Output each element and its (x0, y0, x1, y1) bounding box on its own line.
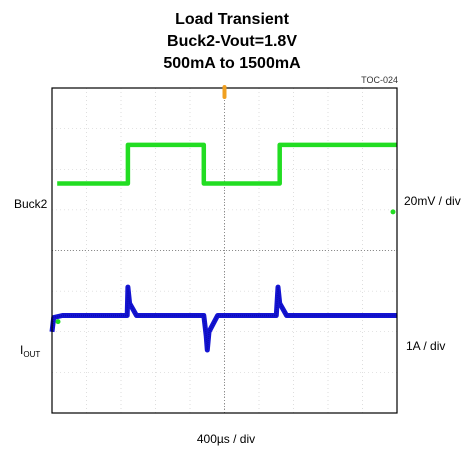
trigger-marker-icon (222, 85, 227, 99)
chart-title-line-3: 500mA to 1500mA (163, 55, 301, 72)
channel-marker-dot (390, 209, 396, 215)
chart-title-line-2: Buck2-Vout=1.8V (167, 33, 297, 50)
series-label-iout-main: I (20, 343, 23, 357)
scale-label-iout: 1A / div (406, 339, 445, 353)
traces (49, 142, 397, 353)
scale-label-buck2: 20mV / div (404, 194, 461, 208)
series-label-iout: IOUT (20, 343, 40, 359)
channel-marker-dot (55, 319, 61, 325)
trace-buck2-noise (51, 287, 397, 351)
x-axis-scale-label: 400µs / div (197, 432, 255, 446)
trace-iout (57, 142, 397, 186)
chart-title-line-1: Load Transient (175, 11, 289, 28)
series-label-buck2: Buck2 (14, 197, 48, 211)
grid-lines (52, 88, 397, 413)
trigger-marker-shape (222, 85, 227, 99)
figure-id-label: TOC-024 (361, 75, 398, 85)
series-label-iout-sub: OUT (23, 350, 40, 359)
channel-level-markers (55, 209, 396, 325)
